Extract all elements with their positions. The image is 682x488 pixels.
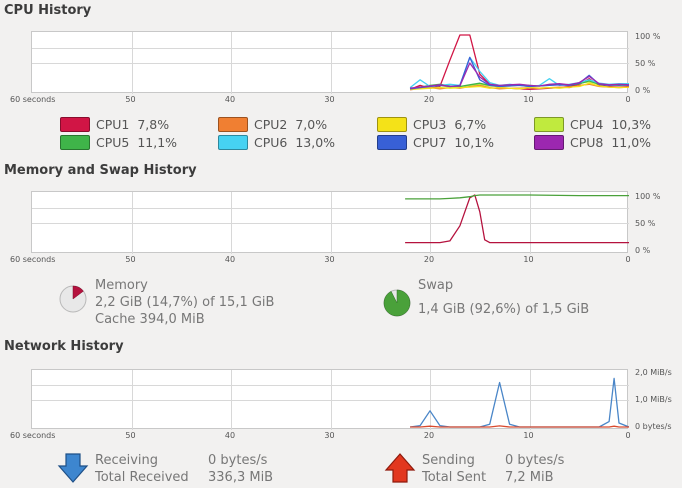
total-sent-label: Total Sent bbox=[422, 470, 487, 485]
cpu-x-tick: 10 bbox=[523, 95, 534, 104]
swap-pie-icon[interactable] bbox=[382, 288, 412, 318]
cpu-x-tick: 0 bbox=[625, 95, 631, 104]
cpu-y-tick: 0 % bbox=[635, 86, 651, 95]
memory-heading: Memory bbox=[95, 278, 148, 293]
receiving-value: 0 bytes/s bbox=[208, 453, 268, 468]
network-y-tick: 2,0 MiB/s bbox=[635, 368, 672, 377]
cpu-legend-label: CPU3 6,7% bbox=[413, 117, 487, 132]
cpu-history-chart bbox=[31, 31, 629, 94]
cpu-legend-item[interactable]: CPU3 6,7% bbox=[377, 117, 486, 132]
cpu-legend-label: CPU7 10,1% bbox=[413, 135, 495, 150]
cpu-legend-item[interactable]: CPU4 10,3% bbox=[534, 117, 651, 132]
receiving-label: Receiving bbox=[95, 453, 159, 468]
cpu-legend-label: CPU2 7,0% bbox=[254, 117, 328, 132]
series-line-cpu3 bbox=[410, 82, 629, 90]
swap-info: Swap 1,4 GiB (92,6%) of 1,5 GiB bbox=[418, 277, 589, 318]
cpu-x-tick: 60 seconds bbox=[10, 95, 56, 104]
cpu-legend-item[interactable]: CPU8 11,0% bbox=[534, 135, 651, 150]
cpu-color-swatch[interactable] bbox=[218, 117, 248, 132]
total-sent-value: 7,2 MiB bbox=[505, 470, 554, 485]
cpu-legend-item[interactable]: CPU1 7,8% bbox=[60, 117, 169, 132]
network-x-tick: 20 bbox=[423, 431, 435, 440]
cpu-color-swatch[interactable] bbox=[377, 117, 407, 132]
memory-cache: Cache 394,0 MiB bbox=[95, 312, 205, 327]
network-history-title: Network History bbox=[4, 339, 124, 354]
cpu-legend-label: CPU5 11,1% bbox=[96, 135, 178, 150]
swap-pie-slice bbox=[383, 289, 411, 317]
sending-value: 0 bytes/s bbox=[505, 453, 565, 468]
cpu-svg bbox=[32, 32, 629, 94]
memory-x-tick: 30 bbox=[324, 255, 335, 264]
memory-y-tick: 0 % bbox=[635, 246, 651, 255]
cpu-legend-label: CPU6 13,0% bbox=[254, 135, 336, 150]
cpu-color-swatch[interactable] bbox=[534, 117, 564, 132]
memory-x-tick: 0 bbox=[625, 255, 631, 264]
swap-detail: 1,4 GiB (92,6%) of 1,5 GiB bbox=[418, 302, 590, 317]
cpu-y-tick: 100 % bbox=[635, 32, 661, 41]
cpu-color-swatch[interactable] bbox=[534, 135, 564, 150]
cpu-x-tick: 40 bbox=[224, 95, 236, 104]
cpu-x-tick: 30 bbox=[324, 95, 335, 104]
memory-svg bbox=[32, 192, 629, 254]
memory-history-title: Memory and Swap History bbox=[4, 163, 197, 178]
memory-x-tick: 40 bbox=[224, 255, 236, 264]
sending-info: Sending Total Sent bbox=[422, 452, 486, 486]
sending-values: 0 bytes/s 7,2 MiB bbox=[505, 452, 564, 486]
cpu-legend-item[interactable]: CPU6 13,0% bbox=[218, 135, 335, 150]
memory-x-tick: 60 seconds bbox=[10, 255, 56, 264]
network-x-tick: 50 bbox=[125, 431, 136, 440]
receiving-info: Receiving Total Received bbox=[95, 452, 189, 486]
receiving-arrow-icon[interactable] bbox=[57, 452, 89, 484]
cpu-history-title: CPU History bbox=[4, 3, 92, 18]
cpu-color-swatch[interactable] bbox=[218, 135, 248, 150]
cpu-x-tick: 20 bbox=[423, 95, 435, 104]
network-x-tick: 0 bbox=[625, 431, 631, 440]
cpu-legend-item[interactable]: CPU2 7,0% bbox=[218, 117, 327, 132]
cpu-legend-label: CPU1 7,8% bbox=[96, 117, 170, 132]
series-line-cpu8 bbox=[410, 62, 629, 89]
network-x-tick: 10 bbox=[523, 431, 534, 440]
network-y-tick: 0 bytes/s bbox=[635, 422, 672, 431]
network-svg bbox=[32, 370, 629, 430]
series-line-receiving bbox=[410, 377, 629, 428]
receiving-values: 0 bytes/s 336,3 MiB bbox=[208, 452, 273, 486]
network-x-tick: 30 bbox=[324, 431, 335, 440]
cpu-legend-item[interactable]: CPU7 10,1% bbox=[377, 135, 494, 150]
memory-x-tick: 10 bbox=[523, 255, 534, 264]
network-x-tick: 60 seconds bbox=[10, 431, 56, 440]
network-history-chart bbox=[31, 369, 629, 430]
memory-history-chart bbox=[31, 191, 629, 254]
memory-x-tick: 50 bbox=[125, 255, 136, 264]
memory-y-tick: 50 % bbox=[635, 219, 656, 228]
cpu-legend-label: CPU8 11,0% bbox=[570, 135, 652, 150]
cpu-y-tick: 50 % bbox=[635, 59, 656, 68]
series-line-sending bbox=[410, 425, 629, 428]
series-line-swap bbox=[405, 194, 629, 200]
memory-x-tick: 20 bbox=[423, 255, 435, 264]
total-received-value: 336,3 MiB bbox=[208, 470, 274, 485]
network-y-tick: 1,0 MiB/s bbox=[635, 395, 672, 404]
sending-label: Sending bbox=[422, 453, 475, 468]
swap-heading: Swap bbox=[418, 278, 454, 293]
cpu-color-swatch[interactable] bbox=[60, 117, 90, 132]
cpu-legend-label: CPU4 10,3% bbox=[570, 117, 652, 132]
cpu-legend-item[interactable]: CPU5 11,1% bbox=[60, 135, 177, 150]
memory-detail: 2,2 GiB (14,7%) of 15,1 GiB bbox=[95, 295, 275, 310]
memory-info: Memory 2,2 GiB (14,7%) of 15,1 GiB Cache… bbox=[95, 277, 274, 328]
network-x-tick: 40 bbox=[224, 431, 236, 440]
memory-pie-slice bbox=[72, 285, 84, 300]
cpu-color-swatch[interactable] bbox=[60, 135, 90, 150]
memory-y-tick: 100 % bbox=[635, 192, 661, 201]
total-received-label: Total Received bbox=[95, 470, 189, 485]
cpu-x-tick: 50 bbox=[125, 95, 136, 104]
series-line-memory bbox=[405, 194, 629, 244]
memory-pie-icon[interactable] bbox=[58, 284, 88, 314]
cpu-color-swatch[interactable] bbox=[377, 135, 407, 150]
sending-arrow-icon[interactable] bbox=[384, 452, 416, 484]
